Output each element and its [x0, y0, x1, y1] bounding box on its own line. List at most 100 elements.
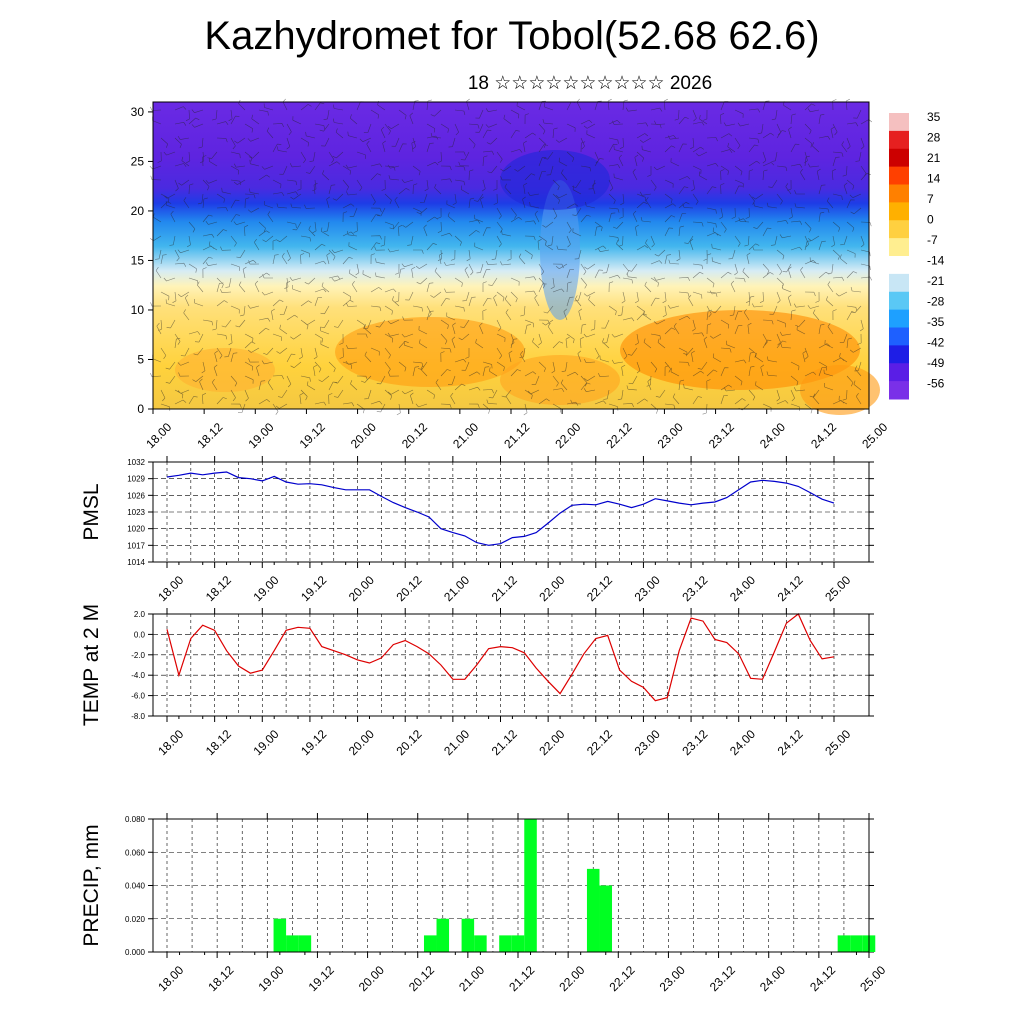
pmsl-ylabel: PMSL	[80, 483, 103, 540]
temp-xtick-11: 23.12	[679, 727, 710, 758]
precip-bar-4	[436, 918, 450, 952]
pmsl-xtick-3: 19.12	[298, 573, 329, 604]
colorbar-segment-15	[889, 381, 909, 400]
precip-xtick-13: 24.12	[807, 963, 838, 994]
pmsl-xtick-1: 18.12	[203, 573, 234, 604]
temp-ylabel: TEMP at 2 M	[80, 604, 103, 726]
precip-bar-11	[599, 885, 613, 952]
colorbar-segment-0	[889, 113, 909, 132]
precip-ytick-2: 0.040	[125, 882, 146, 891]
colorbar-label-4: 7	[927, 192, 934, 206]
colorbar-segment-6	[889, 220, 909, 239]
pmsl-xtick-6: 21.00	[441, 573, 472, 604]
precip-xtick-10: 23.00	[657, 963, 688, 994]
heatmap-ytick-3: 15	[131, 253, 145, 267]
precip-xtick-4: 20.00	[356, 963, 387, 994]
pmsl-xtick-5: 20.12	[393, 573, 424, 604]
colorbar-segment-4	[889, 184, 909, 203]
temp-xtick-9: 22.12	[584, 727, 615, 758]
pmsl-xtick-9: 22.12	[584, 573, 615, 604]
colorbar-label-3: 14	[927, 172, 941, 186]
temp-xtick-6: 21.00	[441, 727, 472, 758]
pmsl-ytick-5: 1017	[127, 541, 145, 550]
pmsl-xtick-13: 24.12	[775, 573, 806, 604]
temp-ytick-3: -4.0	[131, 671, 145, 680]
temp-xtick-14: 25.00	[822, 727, 853, 758]
pmsl-xtick-10: 23.00	[632, 573, 663, 604]
precip-xtick-2: 19.00	[256, 963, 287, 994]
precip-bar-1	[286, 935, 299, 952]
colorbar-segment-12	[889, 327, 909, 346]
precip-xtick-5: 20.12	[406, 963, 437, 994]
page-subtitle: 18 ☆☆☆☆☆☆☆☆☆☆ 2026	[467, 73, 713, 94]
colorbar-segment-9	[889, 273, 909, 293]
precip-bar-2	[298, 935, 312, 952]
temp-xtick-10: 23.00	[632, 727, 663, 758]
temp-xtick-7: 21.12	[489, 727, 520, 758]
colorbar-label-9: -28	[927, 295, 945, 309]
precip-xtick-11: 23.12	[707, 963, 738, 994]
pmsl-ytick-2: 1026	[127, 491, 145, 500]
colorbar-label-6: -7	[927, 233, 938, 247]
temp-xtick-12: 24.00	[727, 727, 758, 758]
colorbar-segment-13	[889, 345, 909, 364]
colorbar-segment-11	[889, 309, 909, 328]
heatmap-xtick-1: 18.12	[194, 420, 225, 451]
wind-barbs	[149, 98, 873, 416]
precip-frame	[152, 818, 870, 953]
pmsl-xtick-2: 19.00	[251, 573, 282, 604]
pmsl-ytick-3: 1023	[127, 508, 145, 517]
precip-xtick-3: 19.12	[306, 963, 337, 994]
heatmap-xtick-14: 25.00	[859, 420, 890, 451]
colorbar-label-8: -21	[927, 274, 945, 288]
colorbar-label-13: -56	[927, 377, 945, 391]
temp-frame	[152, 613, 870, 717]
heatmap-xtick-10: 23.00	[655, 420, 686, 451]
precip-bar-6	[474, 935, 487, 952]
colorbar-segment-10	[889, 291, 909, 311]
precip-xtick-14: 25.00	[857, 963, 888, 994]
precip-xtick-7: 21.12	[506, 963, 537, 994]
temp-ytick-5: -8.0	[131, 712, 145, 721]
heatmap-xtick-7: 21.12	[501, 420, 532, 451]
heatmap-xtick-12: 24.00	[757, 420, 788, 451]
temp-ytick-4: -6.0	[131, 692, 145, 701]
pmsl-xtick-7: 21.12	[489, 573, 520, 604]
colorbar-label-11: -42	[927, 336, 945, 350]
colorbar-segment-5	[889, 202, 909, 221]
temp-xtick-13: 24.12	[775, 727, 806, 758]
heatmap-ytick-6: 30	[131, 105, 145, 119]
colorbar-segment-1	[889, 130, 909, 150]
warm-region-1	[620, 310, 860, 390]
temp-line	[166, 613, 835, 702]
heatmap-xtick-13: 24.12	[808, 420, 839, 451]
warm-region-0	[335, 317, 525, 387]
pmsl-xtick-4: 20.00	[346, 573, 377, 604]
colorbar-label-5: 0	[927, 213, 934, 227]
temp-ytick-1: 0.0	[134, 630, 146, 639]
precip-bar-8	[511, 935, 525, 952]
temp-xtick-3: 19.12	[298, 727, 329, 758]
heatmap-xtick-3: 19.12	[297, 420, 328, 451]
precip-bar-10	[586, 868, 600, 952]
heatmap-xtick-5: 20.12	[399, 420, 430, 451]
heatmap-ytick-0: 0	[137, 402, 144, 416]
pmsl-line	[166, 471, 835, 546]
pmsl-xtick-11: 23.12	[679, 573, 710, 604]
temp-xtick-4: 20.00	[346, 727, 377, 758]
heatmap-ytick-2: 10	[131, 303, 145, 317]
pmsl-xtick-0: 18.00	[155, 573, 186, 604]
heatmap-xtick-9: 22.12	[604, 420, 635, 451]
heatmap-xtick-2: 19.00	[246, 420, 277, 451]
temp-xtick-5: 20.12	[393, 727, 424, 758]
cold-core	[500, 150, 610, 210]
precip-xtick-0: 18.00	[155, 963, 186, 994]
precip-ytick-4: 0.000	[125, 948, 146, 957]
colorbar-label-1: 28	[927, 131, 941, 145]
precip-ytick-3: 0.020	[125, 915, 146, 924]
precip-xtick-1: 18.12	[205, 963, 236, 994]
heatmap-xtick-0: 18.00	[143, 420, 174, 451]
precip-xtick-8: 22.00	[556, 963, 587, 994]
precip-xtick-9: 22.12	[607, 963, 638, 994]
precip-bar-7	[499, 935, 512, 952]
